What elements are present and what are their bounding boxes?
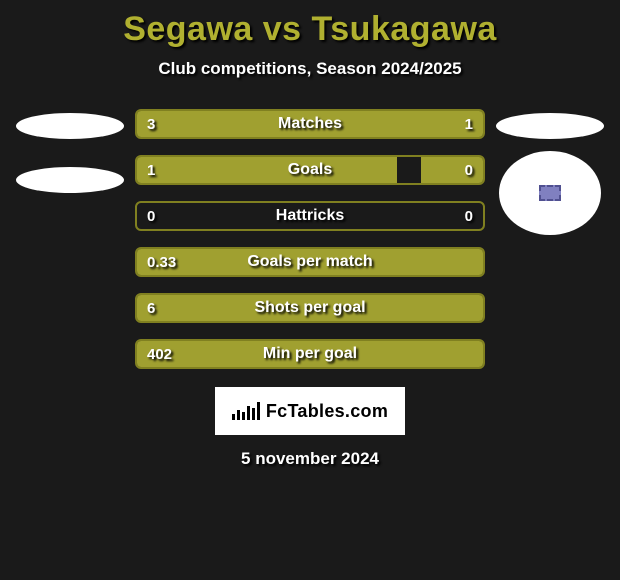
stat-right-value: 0 <box>465 208 473 225</box>
player-left-avatar-placeholder-1 <box>16 113 124 139</box>
stat-row-hattricks: 0 Hattricks 0 <box>135 201 485 231</box>
stat-left-value: 402 <box>147 346 172 363</box>
stat-left-value: 0 <box>147 208 155 225</box>
stat-left-value: 0.33 <box>147 254 176 271</box>
stat-label: Hattricks <box>276 207 344 225</box>
bar-left <box>137 157 397 183</box>
bar-left <box>137 111 397 137</box>
broken-image-icon <box>539 185 561 201</box>
stat-row-matches: 3 Matches 1 <box>135 109 485 139</box>
stat-label: Min per goal <box>263 345 357 363</box>
stat-row-shots-per-goal: 6 Shots per goal <box>135 293 485 323</box>
stat-label: Matches <box>278 115 342 133</box>
player-left-avatar-placeholder-2 <box>16 167 124 193</box>
stat-row-min-per-goal: 402 Min per goal <box>135 339 485 369</box>
stat-label: Goals per match <box>247 253 372 271</box>
player-left-col <box>15 109 125 193</box>
main-area: 3 Matches 1 1 Goals 0 0 Hattricks 0 <box>0 109 620 369</box>
stat-label: Goals <box>288 161 332 179</box>
stat-left-value: 3 <box>147 116 155 133</box>
stats-bars: 3 Matches 1 1 Goals 0 0 Hattricks 0 <box>135 109 485 369</box>
page-title: Segawa vs Tsukagawa <box>0 10 620 49</box>
stat-left-value: 6 <box>147 300 155 317</box>
footer-date: 5 november 2024 <box>0 449 620 469</box>
logo: FcTables.com <box>215 387 405 435</box>
stat-right-value: 1 <box>465 116 473 133</box>
stat-row-goals: 1 Goals 0 <box>135 155 485 185</box>
stat-left-value: 1 <box>147 162 155 179</box>
subtitle: Club competitions, Season 2024/2025 <box>0 59 620 79</box>
player-right-col <box>495 109 605 235</box>
logo-text: FcTables.com <box>266 401 388 422</box>
stat-label: Shots per goal <box>254 299 365 317</box>
player-right-avatar-placeholder-2 <box>499 151 601 235</box>
bar-right <box>421 157 483 183</box>
stat-right-value: 0 <box>465 162 473 179</box>
player-right-avatar-placeholder-1 <box>496 113 604 139</box>
stat-row-goals-per-match: 0.33 Goals per match <box>135 247 485 277</box>
logo-bars-icon <box>232 402 260 420</box>
comparison-card: Segawa vs Tsukagawa Club competitions, S… <box>0 0 620 469</box>
